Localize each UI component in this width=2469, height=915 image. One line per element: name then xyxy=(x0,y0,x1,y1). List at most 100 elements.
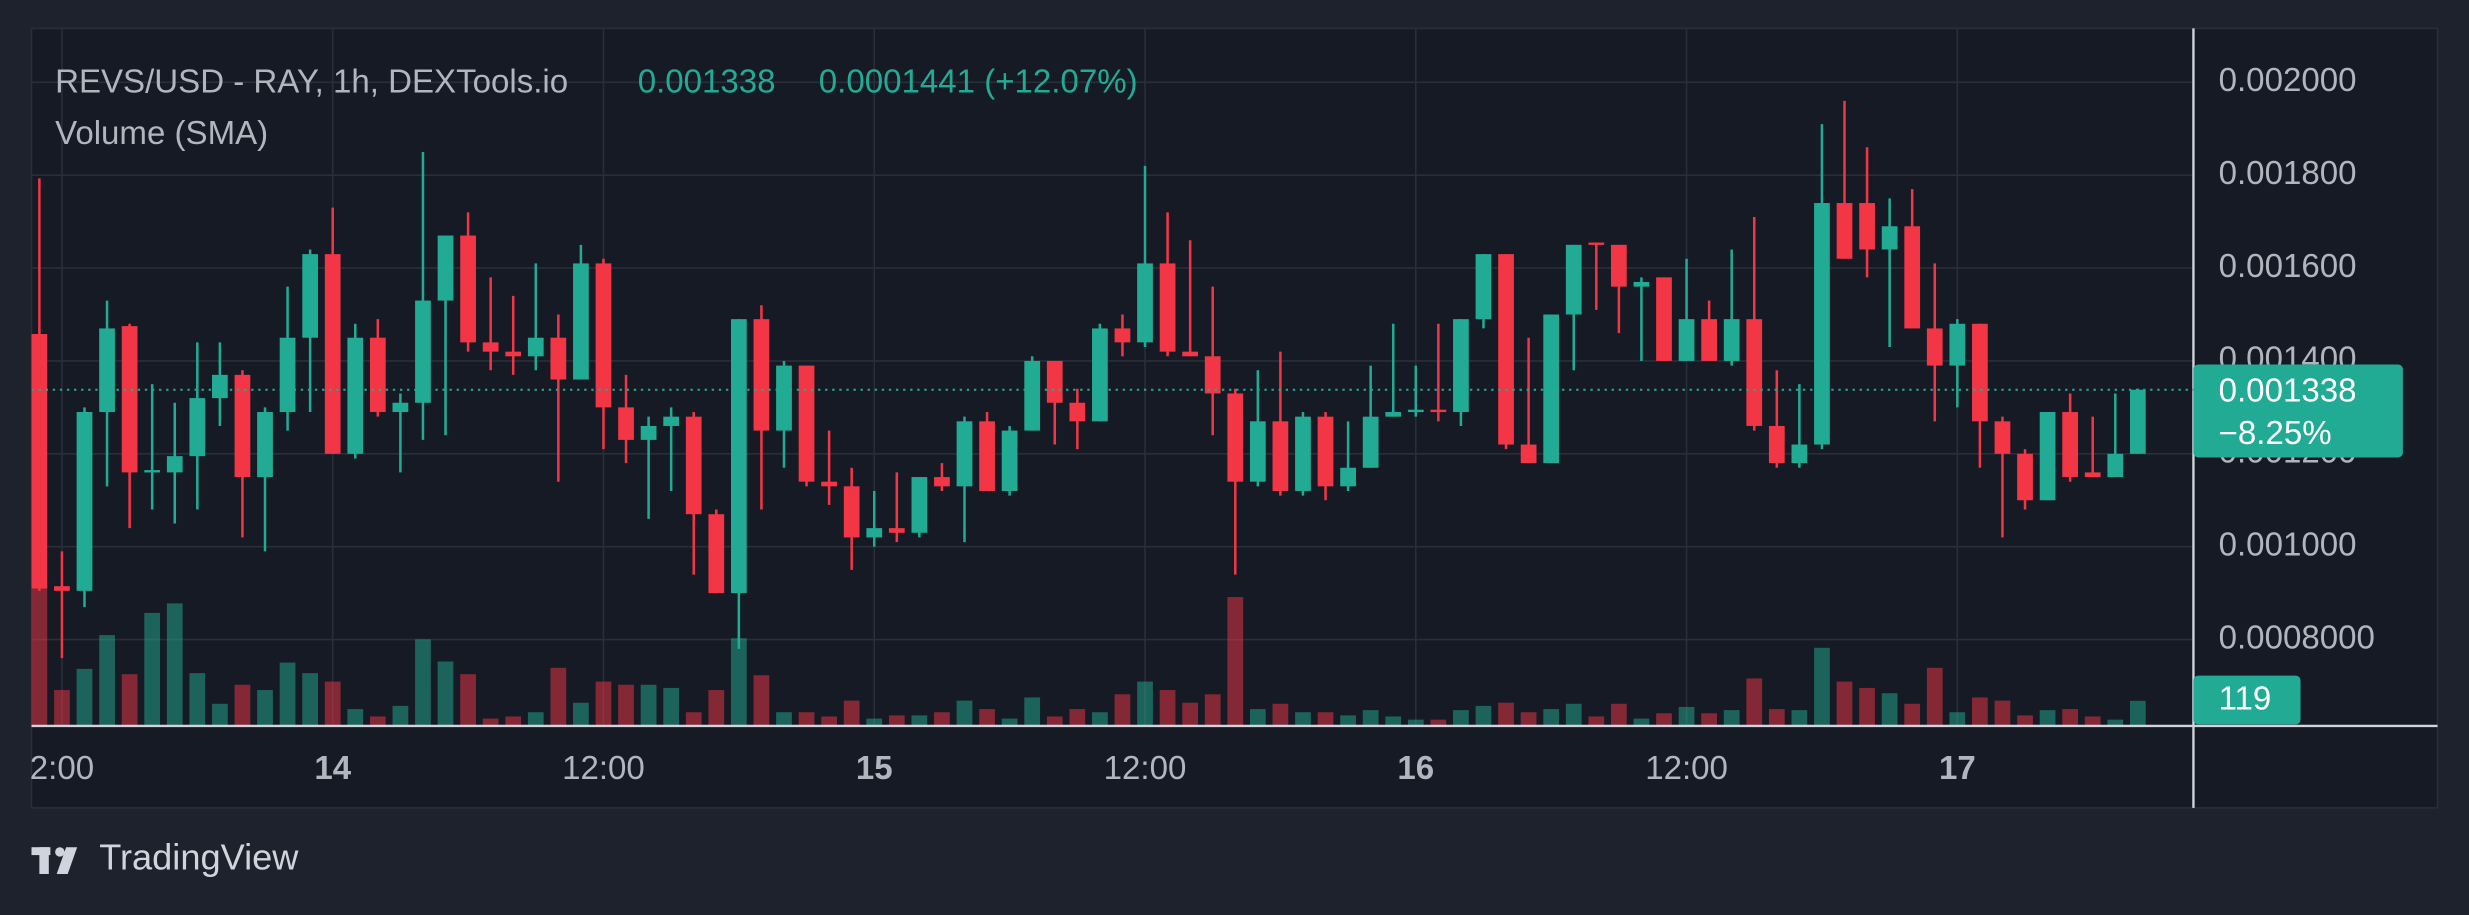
candle-body xyxy=(1362,416,1379,468)
volume-bar xyxy=(1182,702,1199,726)
volume-bar xyxy=(798,712,815,726)
volume-bar xyxy=(189,673,206,726)
candle-body xyxy=(1272,421,1289,491)
candle-body xyxy=(1046,360,1063,403)
volume-bar xyxy=(1610,703,1627,726)
candle-body xyxy=(2129,389,2146,454)
volume-bar xyxy=(1453,710,1469,726)
volume-bar xyxy=(1520,712,1537,726)
volume-bar xyxy=(1137,681,1153,726)
y-tick-label: 0.001000 xyxy=(2219,526,2357,563)
last-volume-box xyxy=(2193,675,2301,725)
volume-bar xyxy=(2062,709,2079,726)
candle-body xyxy=(1114,328,1131,343)
candle-body xyxy=(798,365,815,482)
candle-body xyxy=(1407,409,1424,413)
candle-body xyxy=(257,412,273,478)
volume-bar xyxy=(1904,703,1921,726)
volume-bar xyxy=(166,603,183,726)
volume-bar xyxy=(1024,697,1041,726)
candle-body xyxy=(1746,319,1763,426)
x-tick-label: 15 xyxy=(856,750,893,787)
candle-body xyxy=(1543,314,1560,464)
candle-body xyxy=(821,481,837,487)
candle-body xyxy=(437,235,454,301)
candle-body xyxy=(1588,242,1605,245)
x-tick-label: 12:00 xyxy=(1104,750,1187,787)
volume-bar xyxy=(1633,718,1650,726)
candle-body xyxy=(1836,203,1853,259)
volume-bar xyxy=(302,673,319,726)
candle-body xyxy=(843,486,860,538)
candle-body xyxy=(1520,444,1537,464)
candles xyxy=(31,100,2146,659)
volume-bar xyxy=(234,684,251,726)
volume-bar xyxy=(1159,690,1176,726)
volume-bar xyxy=(437,661,454,726)
volume-bar xyxy=(685,712,702,726)
candle-body xyxy=(1453,319,1469,413)
candle-body xyxy=(54,586,70,591)
volume-bar xyxy=(1791,710,1808,726)
volume-bar xyxy=(1656,713,1672,726)
volume-bar xyxy=(1836,681,1853,726)
volume-bar xyxy=(843,700,860,726)
candle-body xyxy=(685,416,702,515)
candle-body xyxy=(888,528,905,533)
y-tick-label: 0.001800 xyxy=(2219,155,2357,192)
volume-bar xyxy=(54,690,70,726)
candle-body xyxy=(1791,444,1808,464)
volume-bar xyxy=(1249,709,1266,726)
candle-body xyxy=(1994,421,2011,454)
candle-body xyxy=(1159,263,1176,352)
volume-bar xyxy=(1272,703,1289,726)
candle-body xyxy=(1204,356,1221,394)
volume-bar xyxy=(640,684,657,726)
candle-body xyxy=(1814,203,1830,445)
candle-body xyxy=(212,374,228,399)
candle-body xyxy=(1633,281,1650,287)
candle-body xyxy=(234,374,251,478)
candle-body xyxy=(189,398,206,457)
candle-body xyxy=(1972,323,1988,422)
volume-bar xyxy=(1588,716,1605,726)
x-tick-label: 17 xyxy=(1939,750,1976,787)
volume-bar xyxy=(956,700,973,726)
candle-body xyxy=(1610,244,1627,287)
candle-body xyxy=(663,416,680,426)
volume-bar xyxy=(2084,716,2101,726)
x-tick-label: 12:00 xyxy=(562,750,645,787)
volume-bar xyxy=(1114,694,1131,726)
candle-body xyxy=(1949,323,1966,366)
volume-bar xyxy=(911,715,928,726)
volume-bar xyxy=(1046,716,1063,726)
x-tick-label: 12:00 xyxy=(1645,750,1728,787)
candle-body xyxy=(2017,453,2033,501)
volume-bar xyxy=(2107,719,2124,726)
volume-bar xyxy=(573,702,589,726)
candle-body xyxy=(2062,412,2079,478)
volume-title: Volume (SMA) xyxy=(55,115,268,152)
candle-body xyxy=(392,402,409,413)
candle-body xyxy=(573,263,589,380)
candle-body xyxy=(1904,226,1921,329)
candle-body xyxy=(1340,467,1356,487)
volume-bar xyxy=(618,684,634,726)
volume-bar xyxy=(1972,697,1988,726)
candle-body xyxy=(1249,421,1266,482)
candle-body xyxy=(618,407,634,440)
volume-bar xyxy=(1723,710,1740,726)
last-change-label: −8.25% xyxy=(2219,415,2332,452)
x-tick-label: 2:00 xyxy=(30,750,94,787)
volume-bar xyxy=(279,662,296,726)
candle-body xyxy=(2107,453,2124,478)
volume-bar xyxy=(888,715,905,726)
candle-body xyxy=(956,421,973,487)
candle-body xyxy=(1024,360,1041,431)
candle-body xyxy=(1430,409,1447,413)
volume-bar xyxy=(595,681,612,726)
candle-body xyxy=(1926,328,1943,366)
y-tick-label: 0.0008000 xyxy=(2219,619,2375,656)
candle-body xyxy=(866,528,883,538)
